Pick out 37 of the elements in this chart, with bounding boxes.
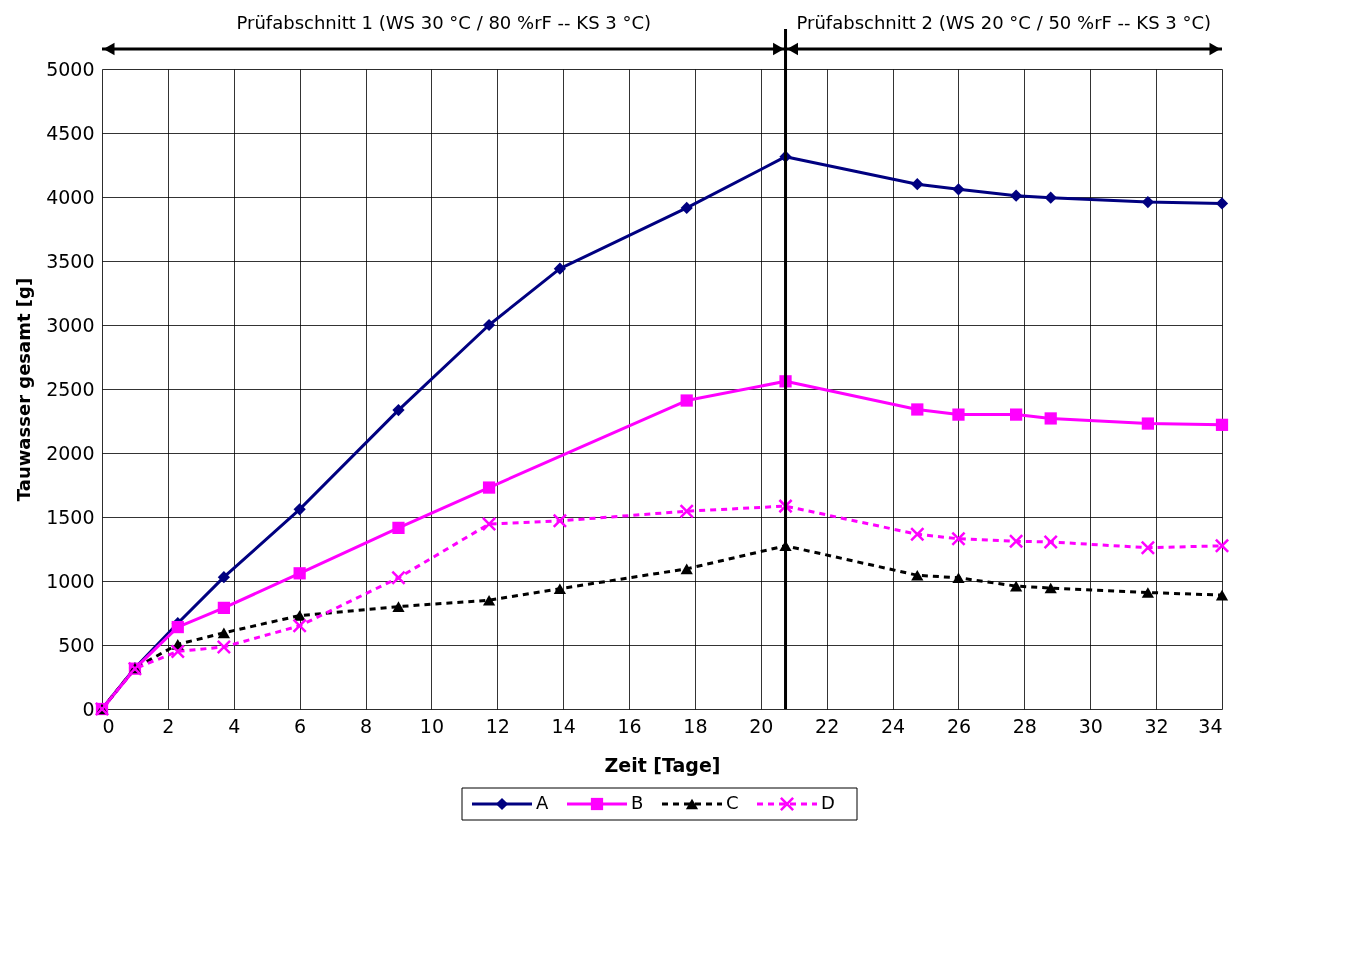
x-tick-label: 16 [617, 714, 642, 737]
y-tick-label: 5000 [46, 57, 95, 80]
x-tick-label: 4 [228, 714, 241, 737]
y-tick-label: 4500 [46, 121, 95, 144]
y-tick-label: 2000 [46, 441, 95, 464]
y-axis-title: Tauwasser gesamt [g] [13, 277, 35, 502]
x-tick-label: 20 [749, 714, 774, 737]
text: Prüfabschnitt 2 (WS 20 °C / 50 %rF -- KS 3 °C) [796, 12, 1212, 33]
x-tick-label: 0 [102, 714, 115, 737]
x-tick-label: 22 [815, 714, 840, 737]
y-tick-label: 3500 [46, 249, 95, 272]
legend-label: A [536, 792, 549, 813]
x-tick-label: 10 [419, 714, 445, 737]
x-tick-label: 12 [485, 714, 510, 737]
x-tick-label: 14 [551, 714, 576, 737]
x-tick-label: 8 [359, 714, 373, 737]
y-tick-label: 4000 [46, 185, 95, 208]
x-tick-label: 28 [1012, 714, 1037, 737]
x-tick-label: 26 [946, 714, 972, 737]
x-tick-label: 24 [880, 714, 906, 737]
y-tick-label: 2500 [46, 377, 95, 400]
y-tick-label: 500 [58, 633, 95, 656]
legend-label: C [726, 792, 739, 813]
x-tick-label: 30 [1078, 714, 1103, 737]
y-tick-label: 3000 [46, 313, 95, 336]
legend-label: D [821, 792, 835, 813]
legend-label: B [631, 792, 644, 813]
x-axis-title: Zeit [Tage] [604, 753, 721, 776]
x-tick-label: 32 [1144, 714, 1169, 737]
x-tick-label: 6 [294, 714, 307, 737]
text: Prüfabschnitt 1 (WS 30 °C / 80 %rF -- KS 3 °C) [236, 12, 652, 33]
y-tick-label: 1500 [46, 505, 95, 528]
x-tick-label: 34 [1198, 714, 1223, 737]
y-tick-label: 0 [82, 697, 95, 720]
y-tick-label: 1000 [46, 569, 95, 592]
x-tick-label: 18 [683, 714, 708, 737]
x-tick-label: 2 [162, 714, 175, 737]
